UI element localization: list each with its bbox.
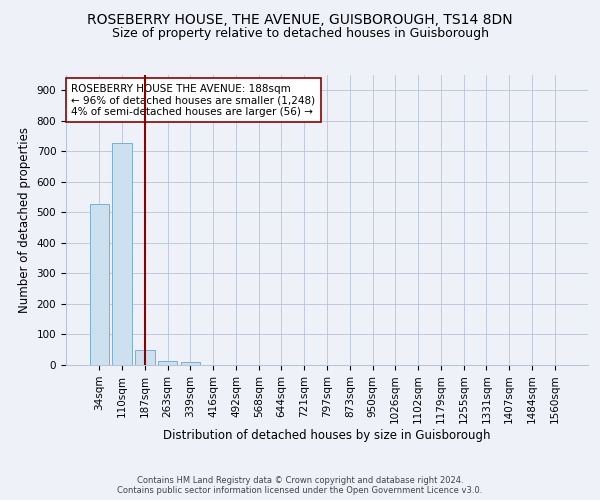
Bar <box>112 143 132 365</box>
Bar <box>158 362 178 365</box>
Text: Size of property relative to detached houses in Guisborough: Size of property relative to detached ho… <box>112 28 488 40</box>
Bar <box>181 362 200 365</box>
Bar <box>135 350 155 365</box>
Text: Contains HM Land Registry data © Crown copyright and database right 2024.
Contai: Contains HM Land Registry data © Crown c… <box>118 476 482 495</box>
Y-axis label: Number of detached properties: Number of detached properties <box>18 127 31 313</box>
Text: ROSEBERRY HOUSE THE AVENUE: 188sqm
← 96% of detached houses are smaller (1,248)
: ROSEBERRY HOUSE THE AVENUE: 188sqm ← 96%… <box>71 84 316 117</box>
Bar <box>90 204 109 365</box>
Text: ROSEBERRY HOUSE, THE AVENUE, GUISBOROUGH, TS14 8DN: ROSEBERRY HOUSE, THE AVENUE, GUISBOROUGH… <box>87 12 513 26</box>
X-axis label: Distribution of detached houses by size in Guisborough: Distribution of detached houses by size … <box>163 429 491 442</box>
